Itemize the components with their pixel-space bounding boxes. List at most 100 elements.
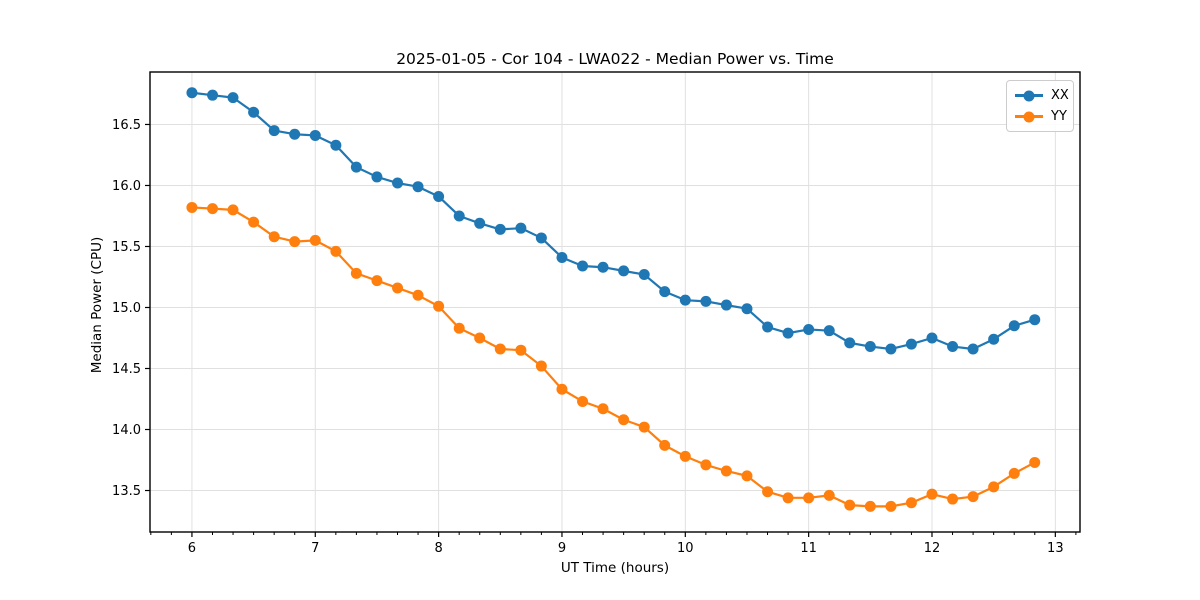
data-point-yy bbox=[803, 492, 815, 504]
data-point-xx bbox=[782, 327, 794, 339]
data-point-yy bbox=[412, 289, 424, 301]
data-point-xx bbox=[823, 325, 835, 337]
data-point-yy bbox=[597, 403, 609, 415]
y-tick-label: 14.5 bbox=[112, 362, 141, 377]
data-point-yy bbox=[227, 204, 239, 216]
data-point-xx bbox=[597, 261, 609, 273]
data-point-yy bbox=[268, 231, 280, 243]
data-point-xx bbox=[905, 338, 917, 350]
data-point-xx bbox=[803, 323, 815, 335]
data-point-yy bbox=[700, 459, 712, 471]
data-point-yy bbox=[947, 493, 959, 505]
data-point-yy bbox=[474, 332, 486, 344]
data-point-xx bbox=[638, 269, 650, 281]
data-point-yy bbox=[392, 282, 404, 294]
data-point-yy bbox=[679, 450, 691, 462]
legend: XX YY bbox=[1006, 80, 1074, 132]
data-point-yy bbox=[967, 491, 979, 503]
y-tick-label: 15.0 bbox=[112, 301, 141, 316]
x-tick-label: 12 bbox=[924, 541, 941, 556]
data-point-yy bbox=[885, 500, 897, 512]
data-point-yy bbox=[371, 275, 383, 287]
data-point-xx bbox=[1029, 314, 1041, 326]
data-point-yy bbox=[535, 360, 547, 372]
x-tick-label: 10 bbox=[677, 541, 694, 556]
x-axis-label: UT Time (hours) bbox=[560, 560, 670, 576]
data-point-yy bbox=[905, 497, 917, 509]
data-point-yy bbox=[207, 203, 219, 215]
x-tick-label: 6 bbox=[188, 541, 196, 556]
data-point-xx bbox=[186, 87, 198, 99]
data-point-yy bbox=[988, 481, 1000, 493]
data-point-xx bbox=[700, 295, 712, 307]
data-point-xx bbox=[967, 343, 979, 355]
data-point-xx bbox=[864, 341, 876, 353]
data-point-yy bbox=[1029, 456, 1041, 468]
data-point-xx bbox=[453, 210, 465, 222]
data-point-xx bbox=[350, 161, 362, 173]
data-point-xx bbox=[227, 92, 239, 104]
data-point-yy bbox=[309, 234, 321, 246]
chart-title: 2025-01-05 - Cor 104 - LWA022 - Median P… bbox=[396, 50, 834, 68]
data-point-yy bbox=[762, 486, 774, 498]
x-tick-label: 13 bbox=[1047, 541, 1064, 556]
data-point-yy bbox=[494, 343, 506, 355]
data-point-xx bbox=[392, 177, 404, 189]
data-point-xx bbox=[515, 222, 527, 234]
data-point-xx bbox=[1008, 320, 1020, 332]
data-point-xx bbox=[494, 223, 506, 235]
data-point-xx bbox=[371, 171, 383, 183]
legend-label-yy: YY bbox=[1051, 109, 1067, 124]
data-point-yy bbox=[186, 201, 198, 213]
data-point-yy bbox=[844, 499, 856, 511]
data-point-xx bbox=[412, 181, 424, 193]
data-point-xx bbox=[659, 286, 671, 298]
data-point-yy bbox=[350, 267, 362, 279]
legend-marker-icon bbox=[1023, 111, 1035, 122]
y-axis-label: Median Power (CPU) bbox=[89, 236, 105, 374]
data-point-yy bbox=[864, 500, 876, 512]
data-point-xx bbox=[577, 260, 589, 272]
data-point-yy bbox=[618, 414, 630, 426]
data-point-yy bbox=[556, 383, 568, 395]
data-point-xx bbox=[885, 343, 897, 355]
data-point-xx bbox=[309, 129, 321, 141]
legend-marker-icon bbox=[1023, 90, 1035, 101]
x-tick-label: 9 bbox=[558, 541, 566, 556]
data-point-yy bbox=[289, 236, 301, 248]
data-point-xx bbox=[474, 217, 486, 229]
data-point-xx bbox=[289, 128, 301, 140]
y-tick-label: 14.0 bbox=[112, 423, 141, 438]
data-point-xx bbox=[556, 251, 568, 263]
data-point-xx bbox=[844, 337, 856, 349]
y-tick-label: 15.5 bbox=[112, 240, 141, 255]
legend-entry-xx: XX bbox=[1015, 85, 1069, 106]
data-point-xx bbox=[679, 294, 691, 306]
data-point-xx bbox=[741, 303, 753, 315]
y-tick-label: 16.0 bbox=[112, 179, 141, 194]
legend-line-sample-yy bbox=[1015, 111, 1043, 122]
x-tick-label: 11 bbox=[800, 541, 817, 556]
data-point-xx bbox=[762, 321, 774, 333]
data-point-xx bbox=[720, 299, 732, 311]
y-tick-label: 16.5 bbox=[112, 118, 141, 133]
x-tick-label: 8 bbox=[434, 541, 442, 556]
data-point-yy bbox=[926, 488, 938, 500]
data-point-yy bbox=[659, 439, 671, 451]
data-point-xx bbox=[618, 265, 630, 277]
y-tick-label: 13.5 bbox=[112, 484, 141, 499]
data-point-xx bbox=[330, 139, 342, 151]
data-point-xx bbox=[268, 125, 280, 137]
data-point-yy bbox=[453, 322, 465, 334]
series-line-yy bbox=[191, 206, 1036, 508]
data-point-xx bbox=[926, 332, 938, 344]
data-point-xx bbox=[248, 106, 260, 118]
data-point-xx bbox=[433, 190, 445, 202]
legend-entry-yy: YY bbox=[1015, 106, 1067, 127]
legend-label-xx: XX bbox=[1051, 88, 1069, 103]
data-point-xx bbox=[535, 232, 547, 244]
data-point-yy bbox=[433, 300, 445, 312]
data-point-yy bbox=[720, 465, 732, 477]
